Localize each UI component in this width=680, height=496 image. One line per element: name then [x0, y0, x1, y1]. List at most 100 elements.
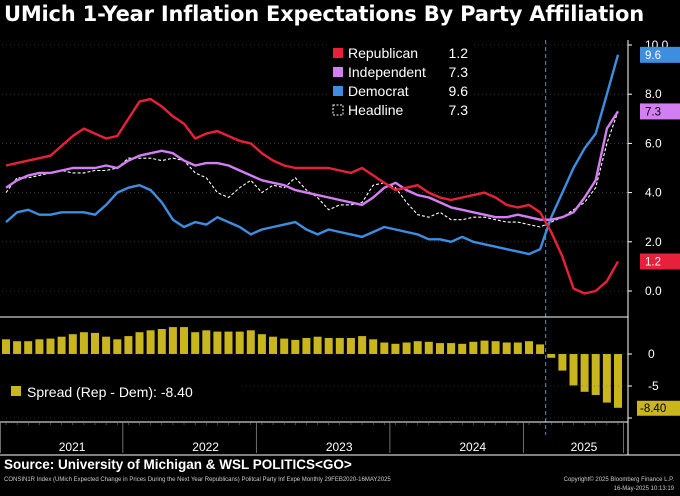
series-line-democrat	[5, 54, 620, 256]
copyright-line-1: Copyright© 2025 Bloomberg Finance L.P.	[563, 477, 674, 483]
spread-bar	[146, 330, 155, 354]
spread-bar	[291, 339, 300, 354]
x-tick-label-1: 2022	[192, 440, 219, 454]
last-value-tag-0: 9.6	[645, 50, 661, 62]
spread-bar	[191, 332, 200, 354]
spread-bar	[68, 334, 77, 354]
spread-bar	[480, 340, 489, 354]
spread-bar	[246, 330, 255, 354]
spread-bar	[580, 354, 589, 392]
spread-y-axis: 0 -5 -8.40	[2, 347, 680, 419]
spread-bar	[602, 354, 611, 403]
legend-name-3: Headline	[348, 102, 403, 118]
spread-bar	[369, 339, 378, 354]
y-tick-label-4: 8.0	[645, 87, 662, 101]
spread-bar	[102, 336, 111, 354]
last-value-tag-bg-1	[640, 103, 680, 120]
y-tick-label-1: 2.0	[645, 235, 662, 249]
legend-name-0: Republican	[348, 45, 418, 61]
legend-swatch-2	[333, 86, 343, 96]
x-tick-label-4: 2025	[571, 440, 598, 454]
spread-bar	[413, 341, 422, 354]
legend-name-1: Independent	[348, 64, 426, 80]
spread-bar	[79, 332, 88, 354]
y-tick-label-3: 6.0	[645, 136, 662, 150]
spread-y-tick-label-1: -5	[648, 379, 659, 393]
spread-bar	[402, 342, 411, 354]
last-value-tag-bg-0	[640, 46, 680, 63]
spread-bar	[391, 343, 400, 354]
main-y-axis: 0.02.04.06.08.010.0	[628, 38, 669, 298]
legend-value-2: 9.6	[449, 83, 469, 99]
spread-bar	[436, 343, 444, 354]
last-value-tag-2: 1.2	[645, 256, 661, 268]
legend-value-1: 7.3	[449, 64, 469, 80]
spread-bar	[525, 341, 533, 354]
legend-value-3: 7.3	[449, 102, 469, 118]
copyright-line-2: 16-May-2025 10:13:19	[613, 486, 674, 492]
spread-bar	[591, 354, 600, 395]
spread-legend-swatch	[11, 386, 21, 396]
spread-bar	[469, 341, 478, 354]
spread-bar	[24, 341, 33, 354]
spread-bar	[491, 341, 500, 354]
spread-bars	[2, 327, 622, 408]
series-line-headline	[5, 111, 619, 228]
spread-bar	[502, 342, 511, 354]
spread-bar	[513, 342, 522, 354]
spread-bar	[135, 332, 144, 354]
spread-bar	[614, 354, 622, 408]
spread-bar	[257, 334, 266, 354]
spread-bar	[302, 338, 311, 354]
spread-bar	[447, 343, 456, 354]
spread-bar	[46, 338, 55, 354]
spread-bar	[57, 336, 66, 354]
spread-bar	[35, 339, 44, 354]
spread-bar	[113, 339, 122, 354]
spread-bar	[2, 339, 10, 354]
source-text: Source: University of Michigan & WSL POL…	[4, 457, 352, 472]
spread-bar	[157, 329, 166, 354]
spread-bar	[547, 354, 556, 358]
legend-name-2: Democrat	[348, 83, 409, 99]
spread-bar	[558, 354, 567, 371]
last-value-tags: 9.6 7.3 1.2	[640, 46, 680, 270]
chart-title: UMich 1-Year Inflation Expectations By P…	[4, 2, 645, 26]
spread-bar	[91, 332, 99, 354]
spread-bar	[346, 338, 355, 354]
spread-bar	[324, 338, 333, 354]
y-tick-label-0: 0.0	[645, 284, 662, 298]
spread-last-tag-bg	[637, 400, 680, 416]
spread-bar	[13, 341, 22, 354]
x-tick-label-3: 2024	[459, 440, 486, 454]
spread-bar	[536, 344, 545, 354]
spread-bar	[424, 341, 433, 354]
legend-swatch-3	[332, 104, 344, 116]
spread-legend-box	[3, 376, 240, 408]
chart-frame	[0, 40, 680, 456]
spread-bar	[458, 343, 467, 354]
spread-bar	[313, 336, 322, 354]
x-tick-label-0: 2021	[59, 440, 86, 454]
spread-bar	[569, 354, 578, 386]
last-value-tag-bg-2	[640, 253, 680, 270]
x-axis: 2021 2022 2023 2024 2025	[0, 421, 628, 454]
legend-swatch-1	[333, 67, 343, 77]
legend-value-0: 1.2	[449, 45, 469, 61]
spread-bar	[269, 336, 277, 354]
spread-bar	[124, 336, 133, 354]
legend-box	[327, 40, 472, 122]
x-tick-label-2: 2023	[326, 440, 353, 454]
spread-bar	[213, 331, 222, 354]
spread-bar	[280, 338, 289, 354]
last-value-tag-1: 7.3	[645, 106, 661, 118]
spread-legend-label: Spread (Rep - Dem): -8.40	[27, 384, 193, 400]
spread-bar	[168, 327, 177, 354]
spread-y-tick-label-0: 0	[648, 347, 655, 361]
spread-bar	[202, 330, 211, 354]
legend-swatch-0	[333, 48, 343, 58]
spread-bar	[180, 327, 188, 354]
footer-text: CONSIN1R Index (UMich Expected Change in…	[4, 477, 391, 483]
main-series-lines	[5, 40, 620, 435]
